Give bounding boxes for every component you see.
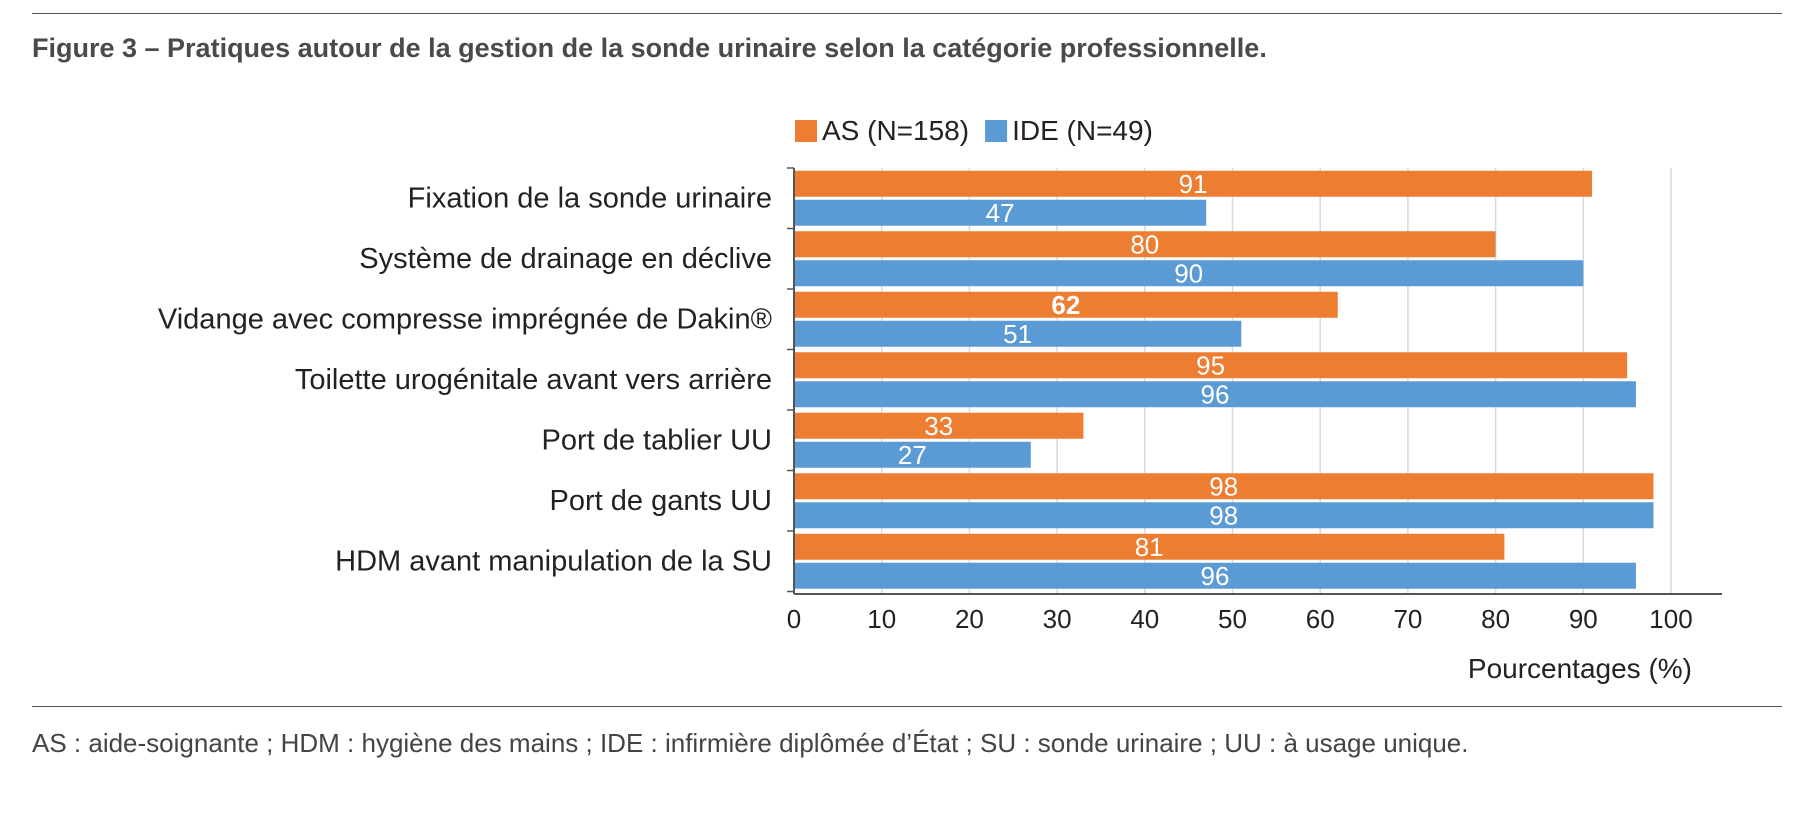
- bar: [794, 199, 1207, 226]
- x-axis-title: Pourcentages (%): [1468, 653, 1692, 684]
- legend-swatch: [985, 120, 1008, 142]
- bar-chart: 91 47 Fixation de la sonde urinaire 80 90 Sys…: [158, 115, 1722, 684]
- x-tick-label: 100: [1649, 604, 1692, 634]
- category-label: Port de tablier UU: [542, 424, 773, 456]
- bar: [794, 320, 1242, 347]
- footnote: AS : aide-soignante ; HDM : hygiène des …: [32, 728, 1469, 758]
- bar: [794, 291, 1338, 318]
- category-label: HDM avant manipulation de la SU: [335, 545, 772, 577]
- bar: [794, 352, 1628, 379]
- bar: [794, 533, 1505, 560]
- x-tick-label: 60: [1306, 604, 1335, 634]
- data-label: 51: [1003, 319, 1032, 349]
- bar: [794, 412, 1084, 439]
- legend-label: IDE (N=49): [1012, 115, 1153, 146]
- x-tick-label: 40: [1130, 604, 1159, 634]
- data-label: 91: [1179, 169, 1208, 199]
- legend-swatch: [795, 120, 817, 142]
- x-tick-label: 70: [1393, 604, 1422, 634]
- data-label: 27: [898, 440, 927, 470]
- x-tick-label: 20: [955, 604, 984, 634]
- x-tick-label: 0: [787, 604, 801, 634]
- data-label: 96: [1200, 379, 1229, 409]
- legend-label: AS (N=158): [822, 115, 969, 146]
- bar: [794, 170, 1593, 197]
- data-label: 90: [1174, 258, 1203, 288]
- data-label: 96: [1200, 561, 1229, 591]
- bottom-rule: [32, 706, 1782, 707]
- data-label: 98: [1209, 471, 1238, 501]
- data-label: 81: [1135, 532, 1164, 562]
- x-tick-label: 10: [867, 604, 896, 634]
- bar: [794, 441, 1031, 468]
- x-tick-label: 80: [1481, 604, 1510, 634]
- bar: [794, 562, 1636, 589]
- top-rule: [32, 13, 1782, 14]
- bar: [794, 381, 1636, 408]
- bar: [794, 502, 1654, 529]
- bar: [794, 231, 1496, 258]
- data-label: 95: [1196, 350, 1225, 380]
- category-label: Système de drainage en déclive: [359, 243, 772, 275]
- data-label: 98: [1209, 500, 1238, 530]
- category-label: Fixation de la sonde urinaire: [408, 182, 772, 214]
- data-label: 33: [924, 411, 953, 441]
- bar: [794, 260, 1584, 287]
- data-label: 80: [1130, 229, 1159, 259]
- x-tick-label: 50: [1218, 604, 1247, 634]
- category-label: Toilette urogénitale avant vers arrière: [295, 364, 772, 396]
- figure-title: Figure 3 – Pratiques autour de la gestio…: [32, 33, 1267, 63]
- x-tick-label: 30: [1043, 604, 1072, 634]
- x-tick-label: 90: [1569, 604, 1598, 634]
- bar: [794, 473, 1654, 500]
- category-label: Port de gants UU: [550, 485, 772, 517]
- data-label: 62: [1051, 290, 1080, 320]
- category-label: Vidange avec compresse imprégnée de Daki…: [158, 303, 772, 335]
- data-label: 47: [986, 198, 1015, 228]
